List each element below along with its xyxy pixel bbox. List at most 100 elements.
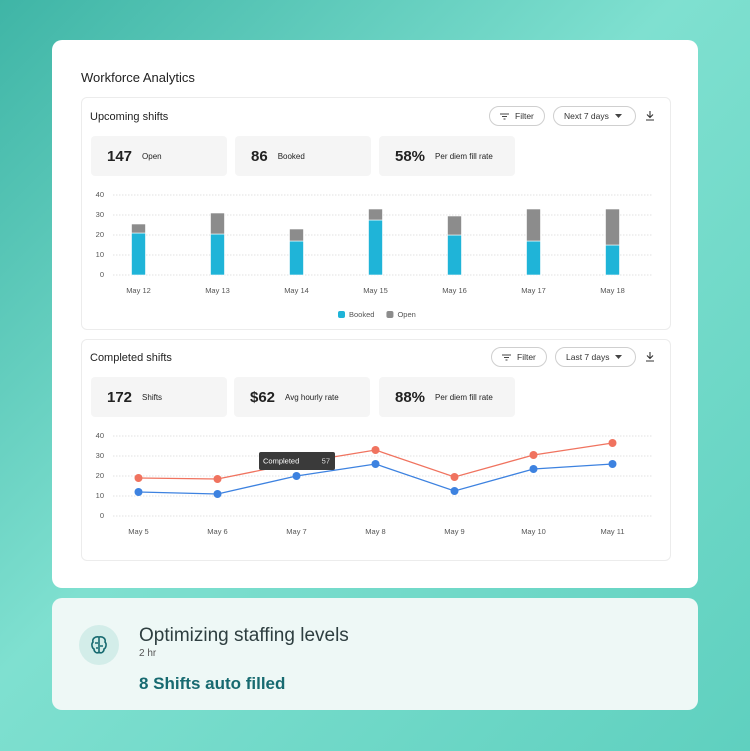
bar-segment (210, 212, 225, 235)
range-label: Next 7 days (564, 111, 609, 121)
legend-swatch (386, 311, 394, 318)
point (450, 487, 459, 495)
x-tick-label: May 15 (363, 286, 388, 295)
stat-label: Avg hourly rate (285, 392, 339, 402)
x-tick-label: May 11 (600, 527, 624, 536)
panel-title: Upcoming shifts (90, 111, 169, 123)
y-tick-label: 40 (96, 431, 104, 440)
bar-segment (368, 219, 383, 276)
y-tick-label: 10 (96, 250, 104, 259)
point (608, 439, 617, 447)
dashboard-title: Workforce Analytics (81, 70, 195, 85)
x-tick-label: May 17 (521, 286, 546, 295)
x-tick-label: May 18 (600, 286, 625, 295)
x-tick-label: May 8 (365, 527, 385, 536)
legend-label: Open (397, 310, 415, 319)
x-tick-label: May 13 (205, 286, 230, 295)
x-tick-label: May 10 (521, 527, 546, 536)
stat-label: Booked (277, 151, 305, 161)
stat: 58% Per diem fill rate (379, 136, 515, 176)
bar-segment (289, 228, 304, 242)
x-tick-label: May 14 (284, 286, 309, 295)
y-tick-label: 0 (100, 511, 104, 520)
filter-label: Filter (515, 111, 534, 121)
bar-segment (447, 215, 462, 236)
download-button[interactable] (645, 352, 655, 362)
legend-label: Booked (349, 310, 374, 319)
tooltip-box (259, 452, 335, 470)
bar-segment (605, 208, 620, 246)
y-tick-label: 0 (100, 270, 104, 279)
stat-value: $62 (250, 388, 276, 406)
point (450, 473, 459, 481)
bar-segment (131, 232, 146, 276)
filter-button[interactable]: Filter (491, 347, 547, 367)
download-button[interactable] (645, 111, 655, 121)
stat-value: 58% (395, 147, 426, 165)
stat-label: Per diem fill rate (435, 151, 493, 161)
filter-label: Filter (517, 352, 536, 362)
stat: 147 Open (91, 136, 227, 176)
point (529, 451, 538, 459)
stat: 86 Booked (235, 136, 371, 176)
point (371, 446, 380, 454)
y-tick-label: 20 (96, 230, 104, 239)
y-tick-label: 20 (96, 471, 104, 480)
legend-swatch (338, 311, 345, 318)
stat-label: Shifts (142, 392, 163, 402)
filter-icon (502, 354, 511, 360)
bar-segment (210, 233, 225, 276)
notification-title: Optimizing staffing levels (139, 625, 349, 646)
x-tick-label: May 7 (286, 527, 306, 536)
point (371, 460, 380, 468)
point (529, 465, 538, 473)
point (608, 460, 617, 468)
stat: 88% Per diem fill rate (379, 377, 515, 417)
range-dropdown[interactable]: Last 7 days (555, 347, 636, 367)
filter-icon (500, 113, 509, 119)
stat-value: 147 (107, 147, 133, 165)
point (292, 472, 301, 480)
bar-segment (526, 240, 541, 276)
point (134, 474, 143, 482)
notification-result: 8 Shifts auto filled (139, 674, 286, 693)
tooltip: Completed 57 (259, 452, 335, 470)
bar-segment (289, 240, 304, 276)
stat: 172 Shifts (91, 377, 227, 417)
tooltip-label: Completed (263, 456, 299, 465)
x-tick-label: May 6 (207, 527, 227, 536)
bar-segment (526, 208, 541, 242)
range-label: Last 7 days (566, 352, 610, 362)
y-tick-label: 10 (96, 491, 104, 500)
y-tick-label: 30 (96, 210, 104, 219)
bar-segment (605, 244, 620, 276)
panel-title: Completed shifts (90, 352, 172, 364)
x-tick-label: May 16 (442, 286, 467, 295)
point (213, 490, 222, 498)
brain-icon (79, 625, 119, 665)
bar-segment (368, 208, 383, 221)
caret (614, 114, 622, 118)
x-tick-label: May 9 (444, 527, 464, 536)
x-tick-label: May 5 (128, 527, 148, 536)
point (134, 488, 143, 496)
bar-segment (131, 223, 146, 234)
y-tick-label: 40 (96, 190, 104, 199)
stat-value: 88% (395, 388, 426, 406)
tooltip-value: 57 (322, 456, 330, 465)
filter-button[interactable]: Filter (489, 106, 545, 126)
stat-label: Per diem fill rate (435, 392, 493, 402)
x-tick-label: May 12 (126, 286, 151, 295)
notification-time: 2 hr (139, 648, 157, 659)
stat-value: 86 (251, 147, 268, 165)
caret (615, 355, 623, 359)
stat-value: 172 (107, 388, 133, 406)
y-tick-label: 30 (96, 451, 104, 460)
notification (52, 598, 698, 710)
stat-label: Open (142, 151, 162, 161)
bar-segment (447, 234, 462, 276)
range-dropdown[interactable]: Next 7 days (553, 106, 636, 126)
stat: $62 Avg hourly rate (234, 377, 370, 417)
